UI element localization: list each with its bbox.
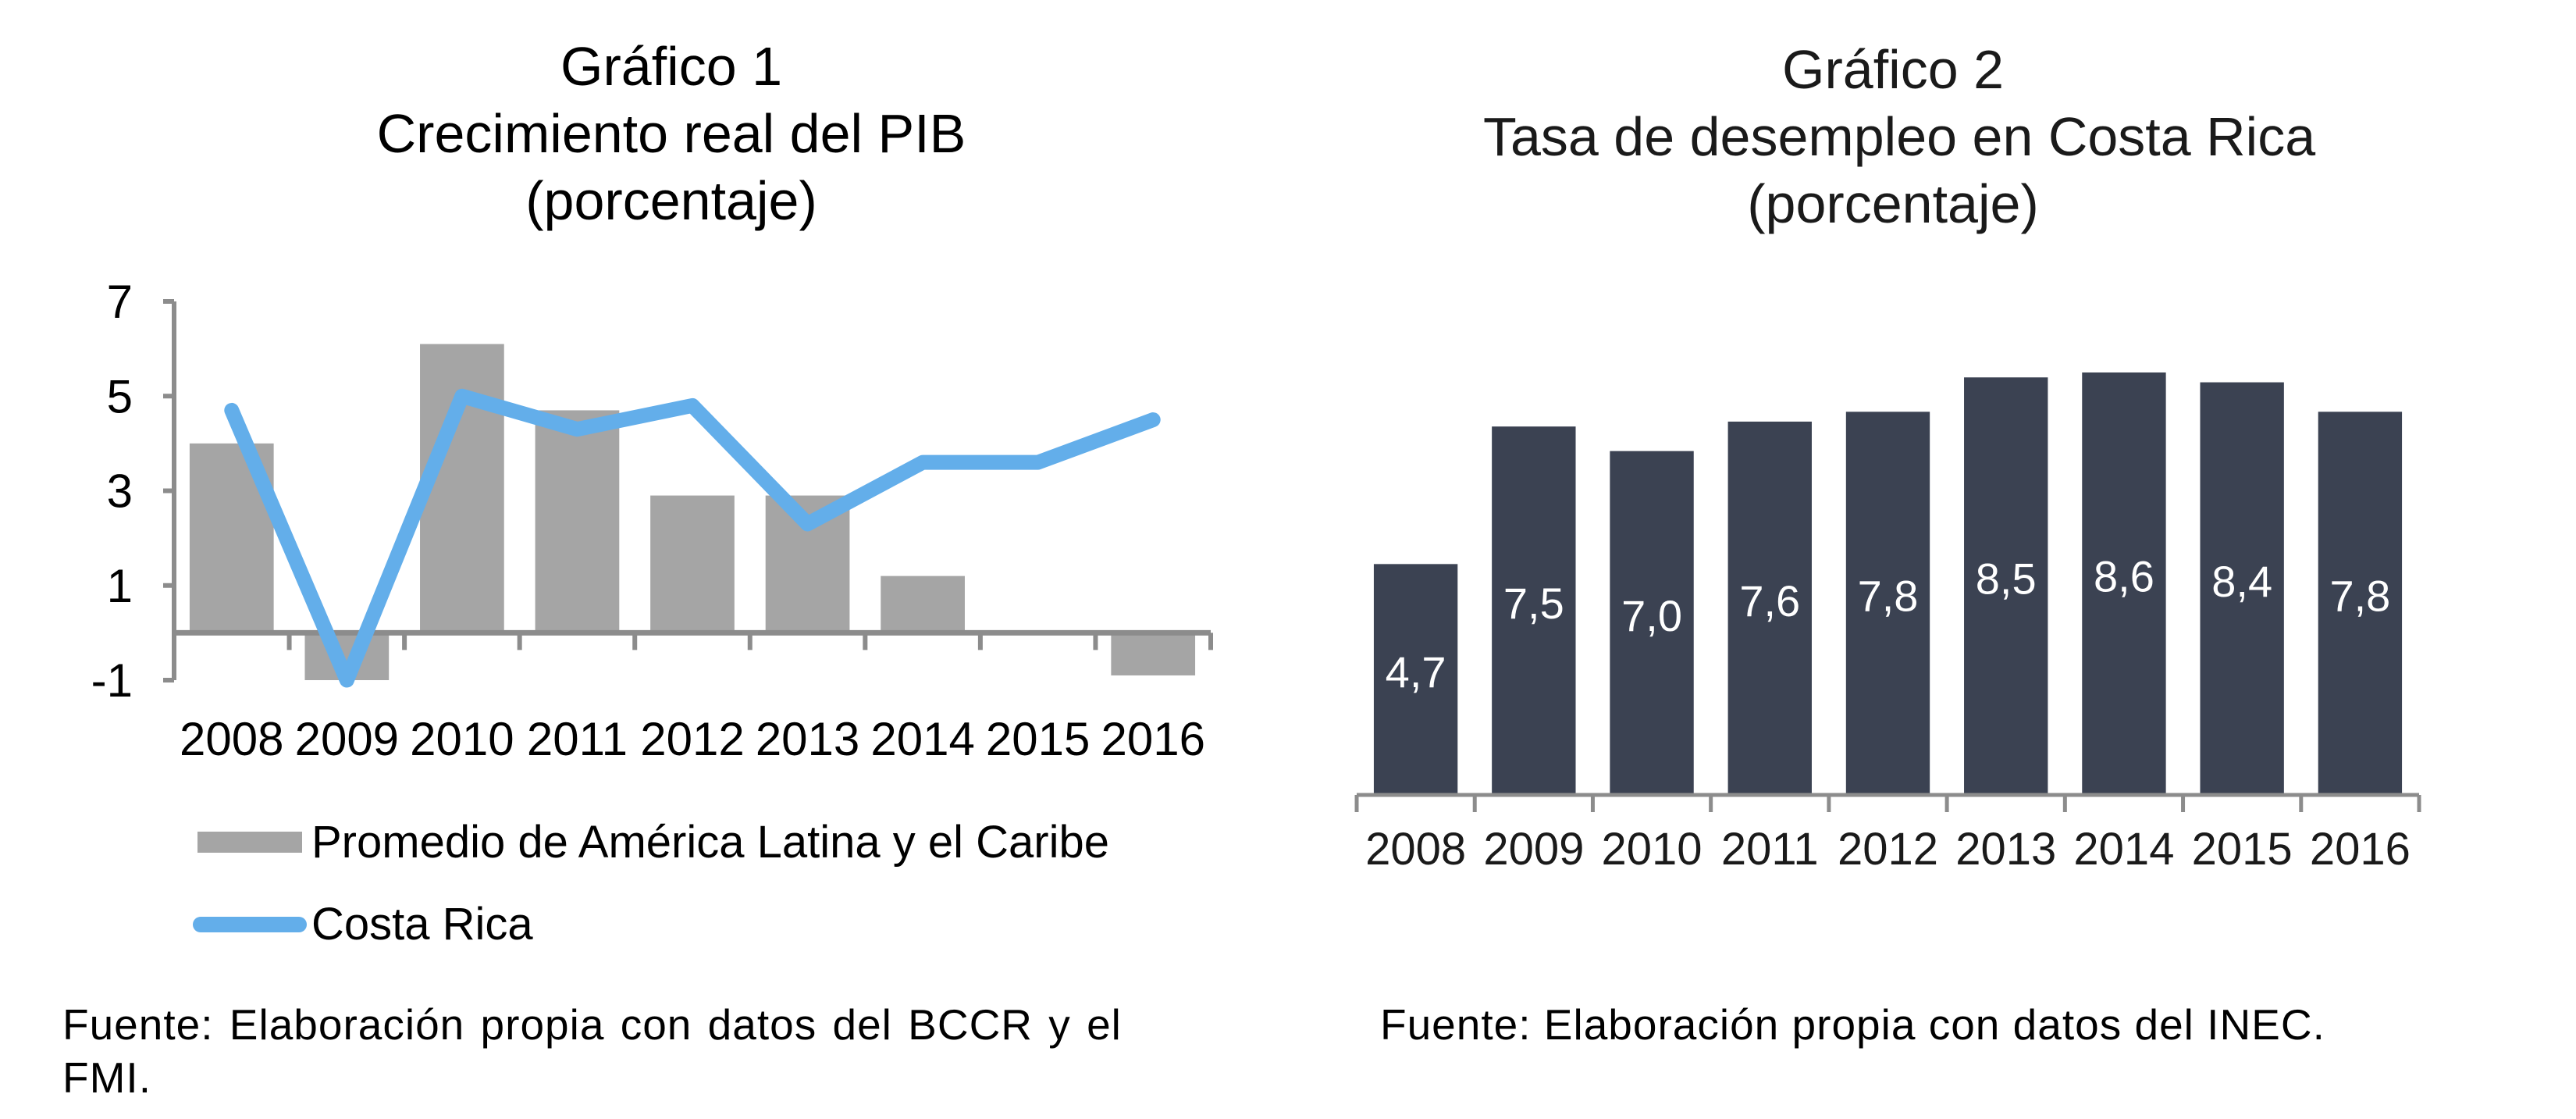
chart2-x-tick-label: 2009 [1483,824,1584,875]
bar-latam-2010 [420,344,504,633]
legend-label-latam: Promedio de América Latina y el Caribe [311,817,1109,868]
chart1-x-tick-label: 2013 [756,713,859,765]
bar-latam-2014 [881,576,965,633]
bar-unemployment-2013 [1964,377,2048,795]
chart2-title: Gráfico 2 [1782,39,2004,100]
chart1-x-tick-label: 2008 [180,713,283,765]
chart2-x-tick-label: 2008 [1365,824,1466,875]
bar-unemployment-2008 [1373,564,1458,795]
chart2-x-tick-label: 2016 [2310,824,2411,875]
chart1-x-tick-label: 2014 [870,713,974,765]
chart1-y-tick-label: 7 [107,276,133,328]
chart1-source: Fuente: Elaboración propia con datos del… [62,1000,1122,1102]
chart1-title-block: Gráfico 1 Crecimiento real del PIB (porc… [312,33,1030,234]
chart1-title: Gráfico 1 [560,36,782,97]
chart2-x-tick-label: 2015 [2192,824,2293,875]
chart1-y-tick-label: 1 [107,560,133,612]
data-label-2009: 7,5 [1503,579,1564,628]
bar-unemployment-2012 [1845,412,1930,795]
legend-swatch-line [193,916,307,932]
chart1-x-tick-label: 2015 [986,713,1090,765]
chart1-x-tick-label: 2010 [410,713,514,765]
data-label-2011: 7,6 [1739,576,1800,625]
data-label-2014: 8,6 [2094,552,2154,601]
legend-label-costa-rica: Costa Rica [311,899,533,950]
bar-unemployment-2009 [1492,426,1576,795]
chart1-x-tick-label: 2012 [640,713,744,765]
bar-unemployment-2014 [2082,372,2166,795]
data-label-2010: 7,0 [1621,591,1682,640]
chart2-unit-note: (porcentaje) [1747,173,2039,234]
bar-unemployment-2015 [2200,382,2284,795]
legend-swatch-bar [197,832,302,853]
bar-unemployment-2010 [1610,451,1694,795]
chart2-title-block: Gráfico 2 Tasa de desempleo en Costa Ric… [1483,36,2316,237]
chart2-x-tick-label: 2013 [1955,824,2056,875]
chart2-x-tick-label: 2014 [2073,824,2174,875]
chart2-x-tick-label: 2012 [1838,824,1938,875]
chart2-x-tick-label: 2011 [1721,824,1819,875]
chart1-y-tick-label: 3 [107,465,133,518]
chart2-plot: 4,7 2008 7,5 2009 7,0 2010 7,6 2011 7,8 2012 8,5 20… [1354,372,2421,875]
data-label-2015: 8,4 [2211,557,2272,606]
bar-latam-2012 [650,495,735,633]
bar-latam-2016 [1111,633,1196,675]
chart1-y-tick-label: 5 [107,370,133,422]
bar-latam-2011 [535,410,620,633]
bar-unemployment-2016 [2318,412,2403,795]
chart1-y-tick-label: -1 [91,654,133,707]
chart2-x-tick-label: 2010 [1602,824,1703,875]
chart1-unit-note: (porcentaje) [525,170,817,231]
chart1-x-tick-label: 2016 [1101,713,1204,765]
chart1-plot: 7 5 3 1 -1 2008 2009 2010 2011 2012 2013 2014 2015 20… [91,276,1213,765]
legend-item-costa-rica: Costa Rica [193,898,533,950]
data-label-2008: 4,7 [1386,647,1446,697]
chart2-subtitle: Tasa de desempleo en Costa Rica [1483,106,2316,167]
data-label-2016: 7,8 [2329,572,2390,621]
bar-unemployment-2011 [1727,421,1812,795]
data-label-2013: 8,5 [1976,554,2037,604]
chart1-x-tick-label: 2011 [527,713,628,765]
chart1-x-tick-label: 2009 [295,713,399,765]
chart2-source: Fuente: Elaboración propia con datos del… [1380,1000,2325,1049]
legend-item-latam: Promedio de América Latina y el Caribe [193,816,1109,868]
chart1-subtitle: Crecimiento real del PIB [376,103,966,164]
data-label-2012: 7,8 [1858,572,1919,621]
